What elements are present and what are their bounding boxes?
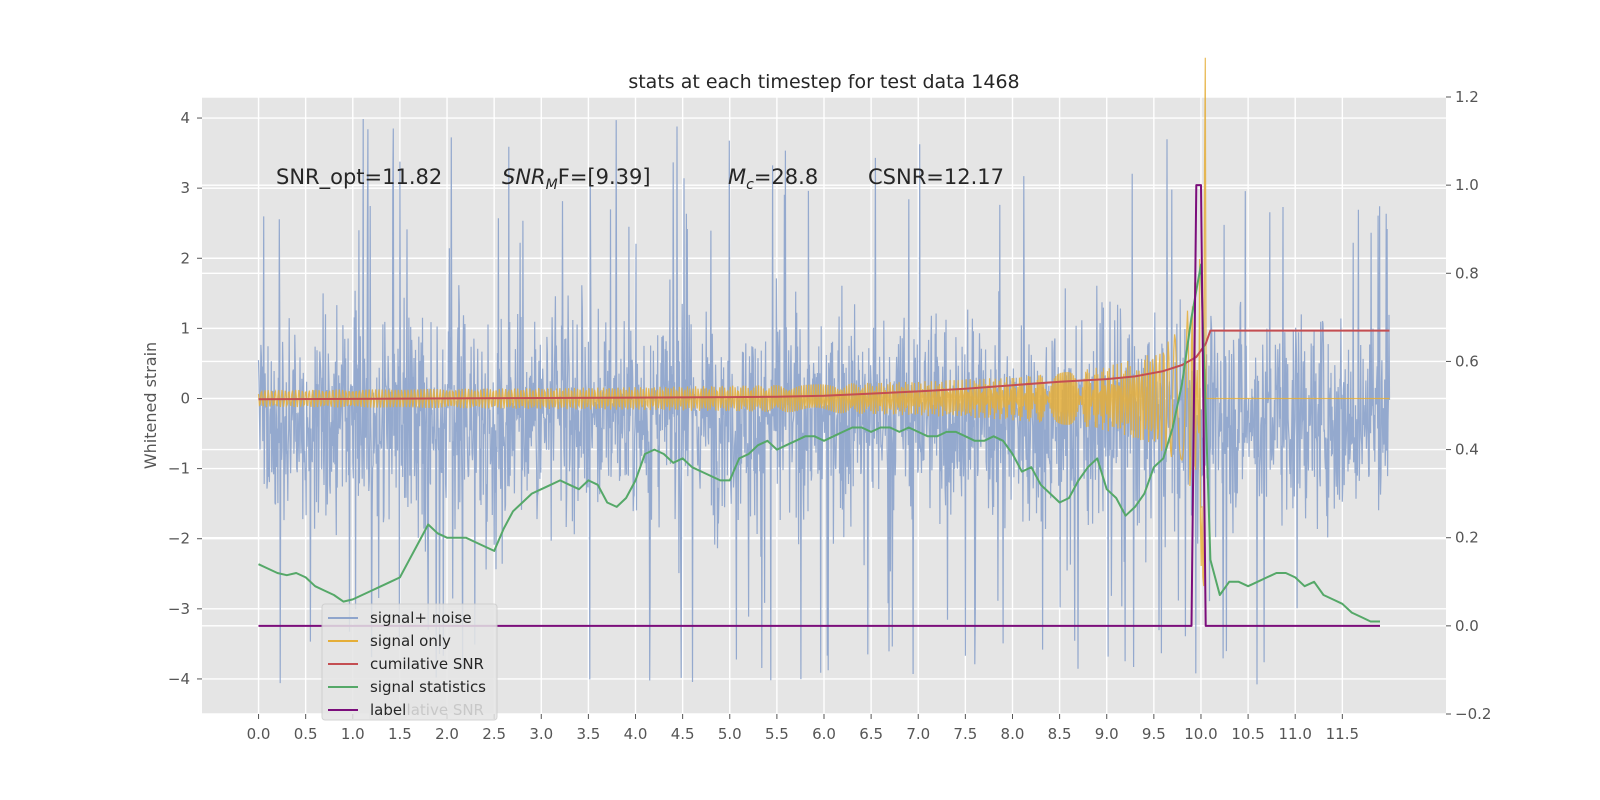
- x-tick-label: 3.0: [529, 725, 553, 743]
- annotation-text: SNRMF=[9.39]: [502, 165, 651, 193]
- annotation-text: CSNR=12.17: [868, 165, 1004, 189]
- x-tick-label: 6.5: [859, 725, 883, 743]
- x-tick-label: 9.5: [1142, 725, 1166, 743]
- series-signal-statistics-line: [258, 263, 1380, 623]
- legend-label: signal only: [370, 632, 451, 650]
- x-tick-label: 5.5: [765, 725, 789, 743]
- legend-box: [321, 603, 498, 721]
- x-axis-ticks: 0.0 0.5 1.0 1.5 2.0 2.5 3.0 3.5 4.0 4.5 5.0 5.5 6.0 6…: [247, 714, 1359, 743]
- y2-axis-ticks: 1.2 1.0 0.8 0.6 0.4 0.2 0.0 −0.2: [1446, 88, 1491, 723]
- legend-label: signal statistics: [370, 678, 486, 696]
- x-tick-label: 0.0: [247, 725, 271, 743]
- y2-tick-label: 0.8: [1455, 264, 1479, 282]
- x-tick-label: 4.5: [671, 725, 695, 743]
- series-label-line: [258, 184, 1380, 627]
- x-tick-label: 8.0: [1001, 725, 1025, 743]
- y2-tick-label: 0.0: [1455, 617, 1479, 635]
- x-tick-label: 11.0: [1279, 725, 1312, 743]
- y-tick-label: 1: [180, 319, 190, 337]
- x-tick-label: 10.5: [1231, 725, 1264, 743]
- y2-tick-label: 0.2: [1455, 529, 1479, 547]
- y2-tick-label: 1.0: [1455, 176, 1479, 194]
- x-tick-label: 8.5: [1048, 725, 1072, 743]
- y-tick-label: 3: [180, 179, 190, 197]
- legend-mask: [369, 701, 407, 719]
- y2-tick-label: 0.4: [1455, 441, 1479, 459]
- y2-tick-label: 0.6: [1455, 352, 1479, 370]
- annotation-text: SNR_opt=11.82: [276, 165, 442, 190]
- y-tick-label: 0: [180, 389, 190, 407]
- y-axis-ticks: 4 3 2 1 0 −1 −2 −3 −4: [168, 109, 202, 688]
- x-tick-label: 7.0: [906, 725, 930, 743]
- y2-tick-label: 1.2: [1455, 88, 1479, 106]
- x-tick-label: 3.5: [576, 725, 600, 743]
- x-tick-label: 1.5: [388, 725, 412, 743]
- legend-label-overlay: label: [370, 701, 406, 719]
- y2-tick-label: −0.2: [1455, 705, 1491, 723]
- series-layer: [257, 57, 1391, 685]
- x-tick-label: 2.0: [435, 725, 459, 743]
- y-axis-label: Whitened strain: [141, 342, 160, 469]
- legend-label: cumilative SNR: [370, 655, 484, 673]
- x-tick-label: 1.0: [341, 725, 365, 743]
- x-tick-label: 5.0: [718, 725, 742, 743]
- series-signal-only-line: [257, 57, 1390, 587]
- legend: signal+ noise signal only cumilative SNR si…: [321, 603, 498, 721]
- x-tick-label: 6.0: [812, 725, 836, 743]
- chart-title: stats at each timestep for test data 146…: [628, 71, 1019, 93]
- y-tick-label: 4: [180, 109, 190, 127]
- y-tick-label: −2: [168, 530, 190, 548]
- x-tick-label: 10.0: [1184, 725, 1217, 743]
- x-tick-label: 7.5: [953, 725, 977, 743]
- x-tick-label: 4.0: [624, 725, 648, 743]
- annotation-layer: SNR_opt=11.82 SNRMF=[9.39] Mc=28.8 CSNR=12.…: [276, 165, 1004, 193]
- x-tick-label: 0.5: [294, 725, 318, 743]
- y-tick-label: −4: [168, 670, 190, 688]
- y-tick-label: 2: [180, 249, 190, 267]
- x-tick-label: 11.5: [1326, 725, 1359, 743]
- legend-label: signal+ noise: [370, 609, 472, 627]
- x-tick-label: 2.5: [482, 725, 506, 743]
- series-cumulative-snr-line: [258, 329, 1390, 401]
- annotation-text: Mc=28.8: [728, 165, 818, 193]
- x-tick-label: 9.0: [1095, 725, 1119, 743]
- y-tick-label: −3: [168, 600, 190, 618]
- y-tick-label: −1: [168, 460, 190, 478]
